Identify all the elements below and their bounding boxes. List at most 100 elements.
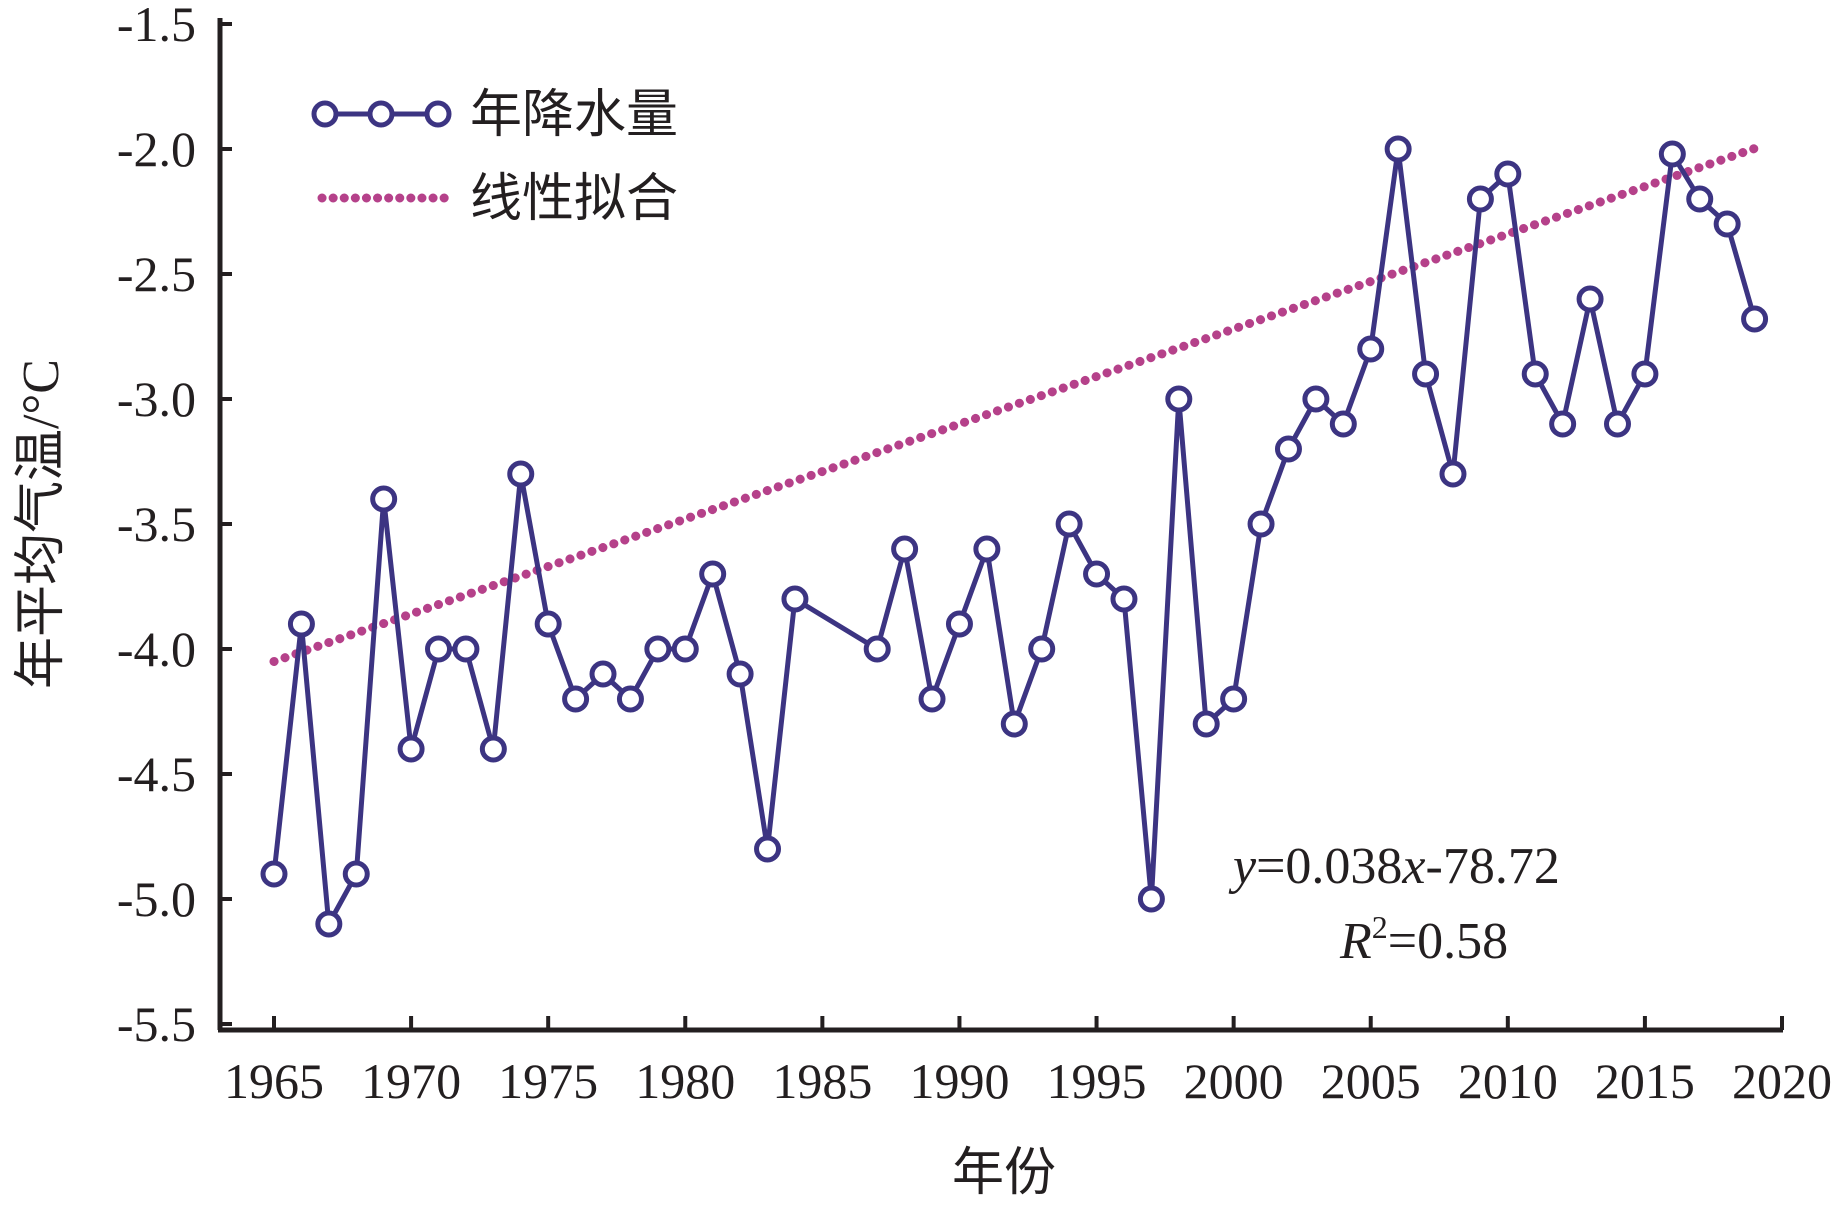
x-ticks: 1965 1970 1975 1980 1985 1990 1995 2000 2005 2010… <box>224 1016 1832 1109</box>
legend-marker <box>424 100 452 128</box>
data-point <box>1055 510 1083 538</box>
data-point <box>863 635 891 663</box>
x-tick-label: 1970 <box>361 1053 461 1109</box>
data-point <box>1576 285 1604 313</box>
data-point <box>287 610 315 638</box>
data-point <box>616 685 644 713</box>
regression-annotation: y=0.038x-78.72 R2=0.58 <box>1228 838 1560 970</box>
data-point <box>1192 710 1220 738</box>
data-point <box>260 860 288 888</box>
data-point <box>726 660 754 688</box>
eq-x-var: x <box>1401 838 1425 895</box>
data-point <box>1274 435 1302 463</box>
y-tick-label: -4.5 <box>117 746 196 802</box>
data-point <box>1220 685 1248 713</box>
data-point <box>918 685 946 713</box>
y-tick-label: -2.0 <box>117 121 196 177</box>
legend: 年降水量 线性拟合 <box>311 87 678 228</box>
data-point <box>534 610 562 638</box>
regression-equation: y=0.038x-78.72 <box>1228 838 1560 895</box>
data-point <box>452 635 480 663</box>
data-point <box>1110 585 1138 613</box>
data-point <box>1247 510 1275 538</box>
data-point <box>1466 185 1494 213</box>
y-ticks: -1.5 -2.0 -2.5 -3.0 -3.5 -4.0 -4.5 -5.0 -5.5 <box>117 0 232 1052</box>
data-point <box>1494 160 1522 188</box>
data-point <box>1137 885 1165 913</box>
x-tick-label: 1975 <box>498 1053 598 1109</box>
data-point <box>1439 460 1467 488</box>
plot-area: -1.5 -2.0 -2.5 -3.0 -3.5 -4.0 -4.5 -5.0 -5.5 196… <box>117 0 1832 1109</box>
legend-entry-series: 年降水量 <box>311 87 678 144</box>
legend-label-fit: 线性拟合 <box>470 171 678 228</box>
y-tick-label: -5.0 <box>117 871 196 927</box>
y-tick-label: -3.5 <box>117 496 196 552</box>
data-point <box>1741 305 1769 333</box>
data-series <box>260 135 1769 938</box>
x-tick-label: 2010 <box>1458 1053 1558 1109</box>
x-tick-label: 2000 <box>1184 1053 1284 1109</box>
x-tick-label: 2005 <box>1321 1053 1421 1109</box>
legend-marker <box>367 100 395 128</box>
data-point <box>781 585 809 613</box>
data-point <box>671 635 699 663</box>
y-tick-label: -4.0 <box>117 621 196 677</box>
data-point <box>1384 135 1412 163</box>
data-point <box>397 735 425 763</box>
data-point <box>1686 185 1714 213</box>
data-point <box>973 535 1001 563</box>
data-point <box>699 560 727 588</box>
data-point <box>370 485 398 513</box>
x-tick-label: 2015 <box>1595 1053 1695 1109</box>
legend-entry-fit: 线性拟合 <box>317 171 678 228</box>
y-tick-label: -1.5 <box>117 0 196 52</box>
r-letter: R <box>1339 913 1372 970</box>
y-tick-label: -5.5 <box>117 996 196 1052</box>
x-axis-title: 年份 <box>952 1145 1056 1202</box>
data-point <box>1329 410 1357 438</box>
data-point <box>342 860 370 888</box>
eq-slope: =0.038 <box>1256 838 1402 895</box>
series-line <box>271 146 1758 927</box>
x-tick-label: 2020 <box>1732 1053 1832 1109</box>
r-superscript: 2 <box>1372 909 1388 945</box>
legend-marker <box>311 100 339 128</box>
r-squared: R2=0.58 <box>1339 909 1508 970</box>
data-point <box>754 835 782 863</box>
data-point <box>315 910 343 938</box>
data-point <box>1028 635 1056 663</box>
data-point <box>891 535 919 563</box>
x-tick-label: 1995 <box>1047 1053 1147 1109</box>
data-point <box>1713 210 1741 238</box>
y-tick-label: -2.5 <box>117 246 196 302</box>
data-point <box>589 660 617 688</box>
data-point <box>1658 140 1686 168</box>
data-point <box>1412 360 1440 388</box>
x-tick-label: 1990 <box>909 1053 1009 1109</box>
legend-label-series: 年降水量 <box>470 87 678 144</box>
data-point <box>507 460 535 488</box>
eq-y-var: y <box>1228 838 1257 895</box>
x-tick-label: 1980 <box>635 1053 735 1109</box>
data-point <box>1083 560 1111 588</box>
data-point <box>644 635 672 663</box>
data-point <box>425 635 453 663</box>
data-point <box>1302 385 1330 413</box>
r-value: =0.58 <box>1388 913 1508 970</box>
data-point <box>1631 360 1659 388</box>
x-tick-label: 1985 <box>772 1053 872 1109</box>
y-tick-label: -3.0 <box>117 371 196 427</box>
data-point <box>1603 410 1631 438</box>
data-point <box>1000 710 1028 738</box>
data-point <box>945 610 973 638</box>
data-point <box>1357 335 1385 363</box>
x-tick-label: 1965 <box>224 1053 324 1109</box>
y-axis-title: 年平均气温/°C <box>13 359 70 689</box>
data-point <box>562 685 590 713</box>
data-point <box>479 735 507 763</box>
data-point <box>1165 385 1193 413</box>
eq-intercept: -78.72 <box>1426 838 1560 895</box>
data-point <box>1549 410 1577 438</box>
data-point <box>1521 360 1549 388</box>
